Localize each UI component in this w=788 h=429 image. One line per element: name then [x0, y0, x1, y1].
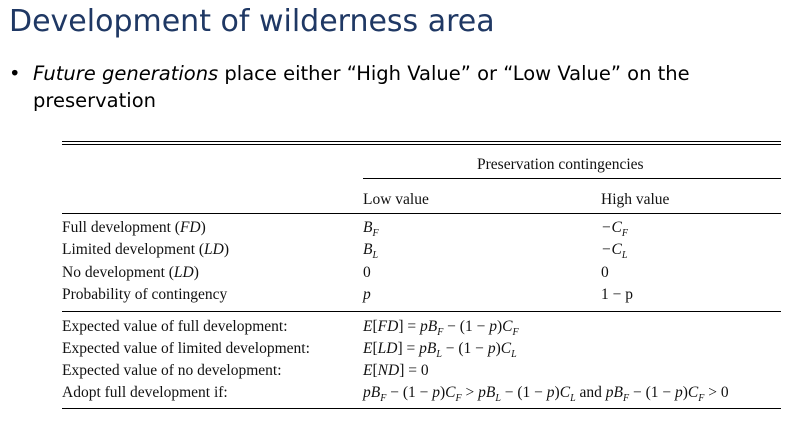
col-header-low: Low value: [363, 191, 429, 208]
cell-high: 1 − p: [601, 286, 633, 303]
slide-title: Development of wilderness area: [9, 4, 495, 39]
cell-high: −CF: [601, 219, 628, 239]
cell-low: BL: [363, 241, 379, 261]
mid-rule: [62, 311, 781, 312]
expectation-formula: pBF − (1 − p)CF > pBL − (1 − p)CL and pB…: [363, 384, 729, 404]
expectation-formula: E[ND] = 0: [363, 362, 429, 379]
row-label: Limited development (LD): [62, 241, 230, 258]
cell-high: 0: [601, 264, 609, 281]
table-top-rule-double: [62, 144, 781, 145]
row-label: Probability of contingency: [62, 286, 228, 303]
row-label: No development (LD): [62, 264, 199, 281]
header-rule: [62, 213, 781, 214]
cell-high: −CL: [601, 241, 628, 261]
bullet-marker: •: [9, 62, 21, 85]
table-top-rule: [62, 141, 781, 142]
cell-low: p: [363, 286, 371, 303]
expectation-formula: E[FD] = pBF − (1 − p)CF: [363, 318, 519, 338]
cell-low: 0: [363, 264, 371, 281]
col-header-high: High value: [601, 191, 670, 208]
bullet-rest: place either “High Value” or “Low Value”…: [33, 62, 690, 112]
cell-low: BF: [363, 219, 379, 239]
bullet-emphasis: Future generations: [33, 62, 219, 85]
bottom-rule: [62, 408, 781, 409]
expectation-formula: E[LD] = pBL − (1 − p)CL: [363, 340, 517, 360]
expectation-label: Expected value of limited development:: [62, 340, 310, 357]
expectation-label: Expected value of no development:: [62, 362, 282, 379]
row-label: Full development (FD): [62, 219, 206, 236]
bullet-text: Future generations place either “High Va…: [33, 60, 773, 114]
group-header-rule: [363, 178, 781, 179]
expectation-label: Adopt full development if:: [62, 384, 228, 401]
expectation-label: Expected value of full development:: [62, 318, 288, 335]
group-header: Preservation contingencies: [477, 156, 644, 173]
